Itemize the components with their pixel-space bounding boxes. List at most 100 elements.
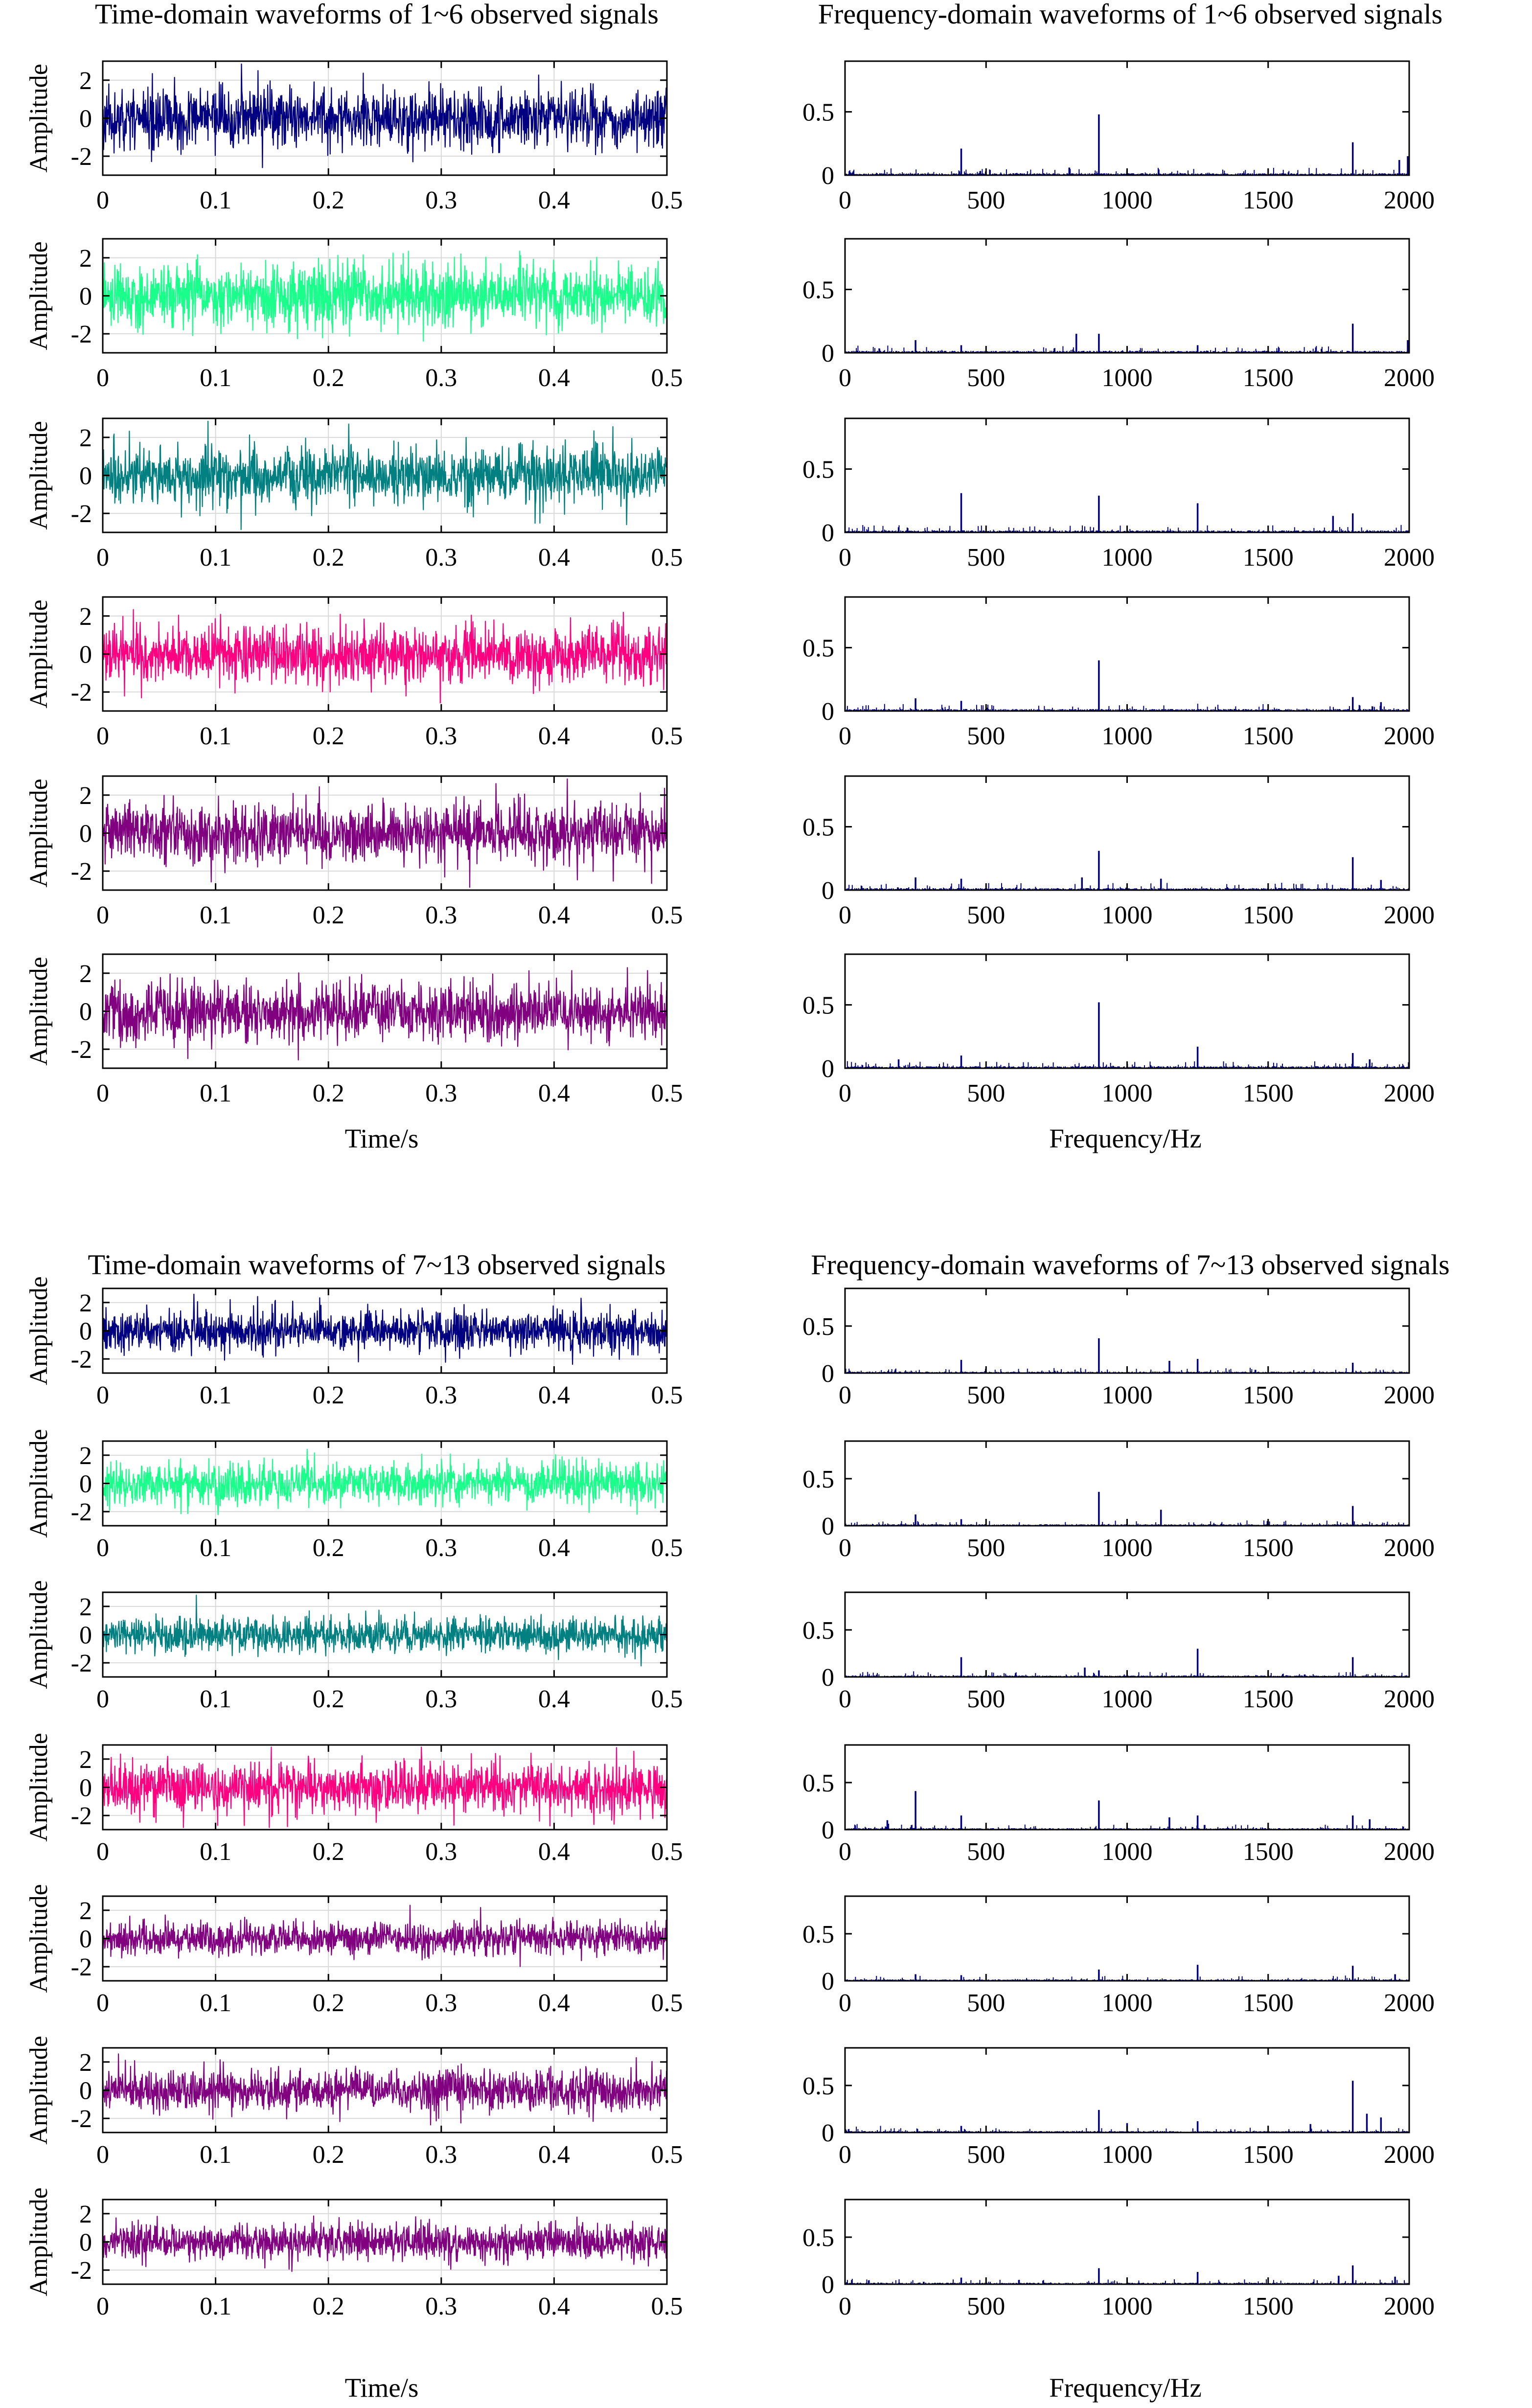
y-tick-label: -2 <box>71 1346 92 1374</box>
x-tick-label: 0 <box>839 1079 851 1107</box>
x-tick-label: 500 <box>967 186 1005 214</box>
x-tick-label: 0.1 <box>200 2141 231 2169</box>
x-tick-label: 0.1 <box>200 1534 231 1562</box>
frequency-subplot-signal-5: 0 500 1000 1500 2000 0.5 0 <box>802 775 1435 929</box>
y-tick-label: 0 <box>822 1055 834 1083</box>
axes-frame <box>844 60 1410 176</box>
x-tick-label: 1500 <box>1243 722 1294 750</box>
x-tick-label: 500 <box>967 1534 1005 1562</box>
y-axis-label: Amplitude <box>25 1733 53 1841</box>
x-tick-label: 0.3 <box>425 1381 457 1409</box>
y-tick-label: 2 <box>79 1593 92 1621</box>
y-tick-label: 0.5 <box>802 1313 834 1341</box>
x-tick-label: 0.2 <box>313 722 344 750</box>
y-axis-label: Amplitude <box>25 957 53 1065</box>
y-axis-label: Amplitude <box>25 1884 53 1993</box>
freq-title-group-1: Frequency-domain waveforms of 1~6 observ… <box>818 0 1442 30</box>
frequency-subplot-signal-10: 0 500 1000 1500 2000 0.5 0 <box>802 1744 1435 1866</box>
x-tick-label: 500 <box>967 544 1005 572</box>
x-tick-label: 2000 <box>1384 1838 1435 1866</box>
time-waveform-line <box>102 2215 668 2272</box>
y-tick-label: -2 <box>71 679 92 707</box>
x-tick-label: 0.3 <box>425 901 457 929</box>
x-tick-label: 0.1 <box>200 1079 231 1107</box>
freq-title-group-2: Frequency-domain waveforms of 7~13 obser… <box>811 1249 1449 1281</box>
x-tick-label: 500 <box>967 1685 1005 1713</box>
x-tick-label: 0.5 <box>651 1685 683 1713</box>
y-tick-label: 0 <box>79 2229 92 2257</box>
frequency-subplot-signal-4: 0 500 1000 1500 2000 0.5 0 <box>802 596 1435 750</box>
y-tick-label: 2 <box>79 1442 92 1470</box>
x-tick-label: 0.5 <box>651 2141 683 2169</box>
frequency-subplot-signal-1: 0 500 1000 1500 2000 0.5 0 <box>802 60 1435 214</box>
x-tick-label: 2000 <box>1384 1079 1435 1107</box>
x-tick-label: 0.3 <box>425 186 457 214</box>
x-tick-label: 0.5 <box>651 722 683 750</box>
x-tick-label: 0 <box>839 186 851 214</box>
y-axis-label: Amplitude <box>25 2036 53 2144</box>
x-tick-label: 0.1 <box>200 186 231 214</box>
freq-xlabel-group-2: Frequency/Hz <box>1049 2373 1202 2403</box>
x-tick-label: 0 <box>839 364 851 392</box>
x-tick-label: 0 <box>839 544 851 572</box>
y-tick-label: 0 <box>79 283 92 311</box>
time-waveform-line <box>102 1293 667 1365</box>
x-tick-label: 0 <box>96 1989 109 2017</box>
y-axis-label: Amplitude <box>25 2187 53 2296</box>
y-tick-label: -2 <box>71 858 92 886</box>
x-tick-label: 0.2 <box>313 544 344 572</box>
x-tick-label: 500 <box>967 1838 1005 1866</box>
x-tick-label: 1000 <box>1102 364 1153 392</box>
y-tick-label: 0 <box>822 2119 834 2147</box>
x-tick-label: 0 <box>839 1534 851 1562</box>
x-tick-label: 2000 <box>1384 1989 1435 2017</box>
frequency-subplot-signal-3: 0 500 1000 1500 2000 0.5 0 <box>802 417 1435 572</box>
x-tick-label: 0.5 <box>651 1838 683 1866</box>
time-title-group-2: Time-domain waveforms of 7~13 observed s… <box>88 1249 665 1281</box>
time-waveform-line <box>102 1594 668 1667</box>
x-tick-label: 2000 <box>1384 2293 1435 2320</box>
x-tick-label: 0.5 <box>651 544 683 572</box>
x-tick-label: 0.3 <box>425 1989 457 2017</box>
y-axis-label: Amplitude <box>25 599 53 708</box>
x-tick-label: 1000 <box>1102 1989 1153 2017</box>
x-tick-label: 1500 <box>1243 186 1294 214</box>
x-tick-label: 500 <box>967 364 1005 392</box>
x-tick-label: 500 <box>967 901 1005 929</box>
axes-frame <box>844 238 1410 354</box>
x-tick-label: 0.5 <box>651 1079 683 1107</box>
y-tick-label: 0 <box>822 519 834 547</box>
y-axis-label: Amplitude <box>25 1580 53 1689</box>
y-tick-label: -2 <box>71 2105 92 2133</box>
x-tick-label: 0 <box>839 1381 851 1409</box>
x-tick-label: 0.4 <box>538 1079 570 1107</box>
time-waveform-line <box>102 967 668 1061</box>
y-tick-label: 0 <box>822 698 834 726</box>
y-tick-label: -2 <box>71 1650 92 1677</box>
x-tick-label: 0.3 <box>425 364 457 392</box>
x-tick-label: 0 <box>96 1685 109 1713</box>
y-tick-label: -2 <box>71 2257 92 2285</box>
x-tick-label: 0.2 <box>313 901 344 929</box>
x-tick-label: 1000 <box>1102 2141 1153 2169</box>
x-tick-label: 0.4 <box>538 186 570 214</box>
axes-frame <box>844 1895 1410 1982</box>
freq-xlabel-group-1: Frequency/Hz <box>1049 1124 1202 1153</box>
y-tick-label: 0 <box>822 1664 834 1692</box>
x-tick-label: 0.5 <box>651 1989 683 2017</box>
x-tick-label: 1500 <box>1243 1838 1294 1866</box>
x-tick-label: 500 <box>967 1079 1005 1107</box>
x-tick-label: 0 <box>839 1989 851 2017</box>
y-tick-label: 2 <box>79 2201 92 2228</box>
x-tick-label: 0.5 <box>651 2293 683 2320</box>
y-tick-label: 0 <box>79 1926 92 1953</box>
y-tick-label: 2 <box>79 1897 92 1925</box>
x-tick-label: 0.3 <box>425 722 457 750</box>
x-tick-label: 0.5 <box>651 1381 683 1409</box>
x-tick-label: 0.2 <box>313 1079 344 1107</box>
